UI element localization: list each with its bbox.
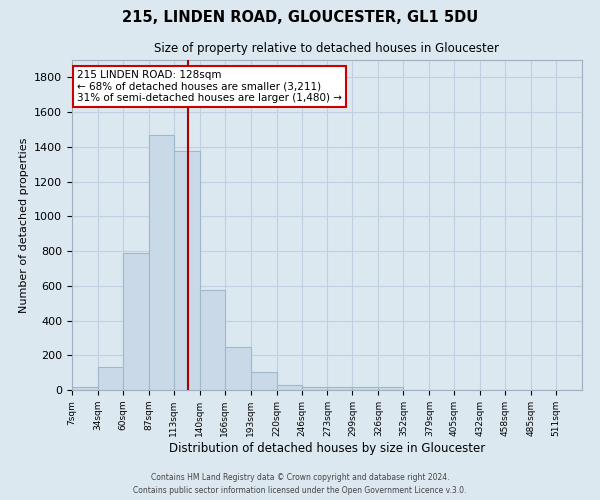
- Bar: [379, 388, 403, 390]
- X-axis label: Distribution of detached houses by size in Gloucester: Distribution of detached houses by size …: [169, 442, 485, 454]
- Bar: [149, 134, 174, 390]
- Bar: [251, 372, 277, 390]
- Bar: [72, 388, 98, 390]
- Text: 215, LINDEN ROAD, GLOUCESTER, GL1 5DU: 215, LINDEN ROAD, GLOUCESTER, GL1 5DU: [122, 10, 478, 25]
- Bar: [277, 385, 302, 390]
- Bar: [225, 346, 251, 390]
- Bar: [328, 388, 352, 390]
- Bar: [352, 386, 379, 390]
- Title: Size of property relative to detached houses in Gloucester: Size of property relative to detached ho…: [155, 42, 499, 54]
- Bar: [302, 386, 328, 390]
- Y-axis label: Number of detached properties: Number of detached properties: [19, 138, 29, 312]
- Bar: [98, 368, 123, 390]
- Text: Contains HM Land Registry data © Crown copyright and database right 2024.
Contai: Contains HM Land Registry data © Crown c…: [133, 474, 467, 495]
- Text: 215 LINDEN ROAD: 128sqm
← 68% of detached houses are smaller (3,211)
31% of semi: 215 LINDEN ROAD: 128sqm ← 68% of detache…: [77, 70, 342, 103]
- Bar: [123, 253, 149, 390]
- Bar: [200, 290, 225, 390]
- Bar: [174, 151, 200, 390]
